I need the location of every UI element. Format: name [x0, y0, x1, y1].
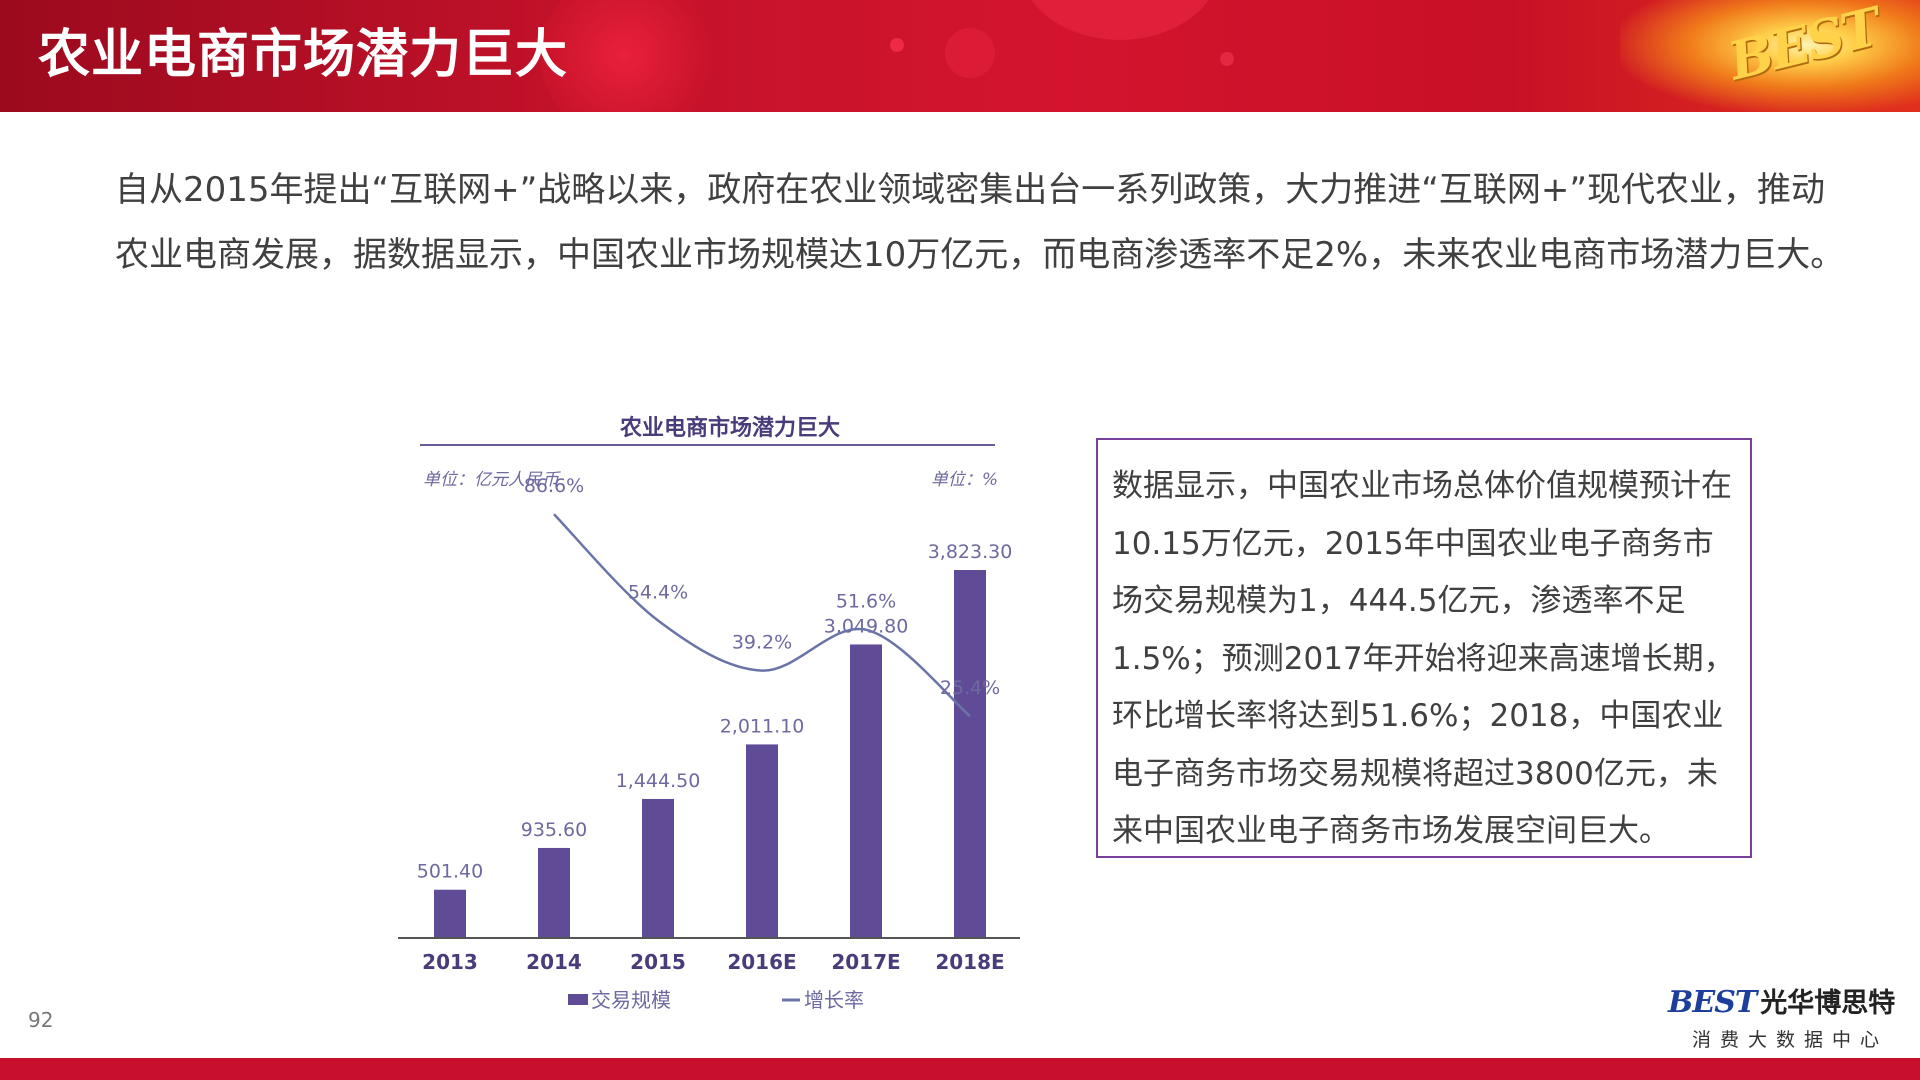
- x-tick-labels: 2013 2014 2015 2016E 2017E 2018E: [422, 950, 1005, 974]
- line-value-labels: 86.6% 54.4% 39.2% 51.6% 25.4%: [524, 475, 1000, 699]
- bar-2014: [538, 847, 570, 938]
- bar-label-2015: 1,444.50: [616, 770, 701, 792]
- chart-legend: 交易规模 增长率: [568, 988, 864, 1012]
- x-tick-2013: 2013: [422, 950, 478, 974]
- bar-label-2014: 935.60: [521, 819, 587, 841]
- decor-orb: [1020, 0, 1220, 40]
- bar-2018E: [954, 570, 986, 938]
- x-tick-2014: 2014: [526, 950, 582, 974]
- bar-line-chart: 农业电商市场潜力巨大 单位：亿元人民币 单位：% 501.40 935.60 1,4…: [398, 415, 1020, 1012]
- light-burst-decor: [1620, 0, 1920, 112]
- decor-orb: [540, 0, 710, 112]
- footer-logo-subtitle: 消费大数据中心: [1692, 1029, 1889, 1051]
- chart-container: 农业电商市场潜力巨大 单位：亿元人民币 单位：% 501.40 935.60 1,4…: [370, 400, 1030, 1020]
- legend-bar-label: 交易规模: [591, 988, 671, 1012]
- bar-2016E: [746, 744, 778, 938]
- page-number: 92: [28, 1008, 54, 1032]
- intro-paragraph: 自从2015年提出“互联网+”战略以来，政府在农业领域密集出台一系列政策，大力推…: [115, 170, 1845, 275]
- bar-value-labels: 501.40935.601,444.502,011.103,049.803,82…: [417, 541, 1013, 883]
- bar-label-2016E: 2,011.10: [720, 715, 805, 737]
- info-box-text: 数据显示，中国农业市场总体价值规模预计在10.15万亿元，2015年中国农业电子…: [1112, 468, 1735, 849]
- bar-label-2013: 501.40: [417, 861, 483, 883]
- line-label-2018E: 25.4%: [940, 677, 1000, 699]
- chart-title: 农业电商市场潜力巨大: [619, 415, 840, 441]
- line-label-2016E: 39.2%: [732, 632, 792, 654]
- info-box: 数据显示，中国农业市场总体价值规模预计在10.15万亿元，2015年中国农业电子…: [1096, 438, 1752, 858]
- line-label-2014: 86.6%: [524, 475, 584, 497]
- x-tick-2016E: 2016E: [727, 950, 796, 974]
- line-label-2015: 54.4%: [628, 581, 688, 603]
- footer-logo-best: BEST: [1668, 985, 1757, 1020]
- decor-orb: [945, 28, 995, 78]
- bar-series: [434, 570, 986, 938]
- legend-line-label: 增长率: [804, 988, 864, 1012]
- footer-bar: [0, 1058, 1920, 1080]
- header-banner: 农业电商市场潜力巨大 BEST: [0, 0, 1920, 112]
- growth-rate-line: [553, 513, 971, 718]
- left-unit-label: 单位：亿元人民币: [423, 470, 561, 490]
- x-tick-2015: 2015: [630, 950, 686, 974]
- x-tick-2018E: 2018E: [935, 950, 1004, 974]
- page-title: 农业电商市场潜力巨大: [38, 25, 569, 85]
- bar-label-2018E: 3,823.30: [928, 541, 1013, 563]
- line-label-2017E: 51.6%: [836, 591, 896, 613]
- decor-orb: [890, 38, 904, 52]
- bar-2017E: [850, 644, 882, 938]
- right-unit-label: 单位：%: [931, 470, 998, 490]
- footer-logo-brand: BEST 光华博思特: [1668, 985, 1895, 1021]
- x-tick-2017E: 2017E: [831, 950, 900, 974]
- legend-bar-swatch: [568, 994, 588, 1005]
- footer-logo: BEST 光华博思特 消费大数据中心: [1668, 985, 1908, 1051]
- footer-logo-cn: 光华博思特: [1760, 988, 1896, 1019]
- decor-orb: [1220, 52, 1234, 66]
- bar-2013: [434, 889, 466, 938]
- bar-2015: [642, 798, 674, 938]
